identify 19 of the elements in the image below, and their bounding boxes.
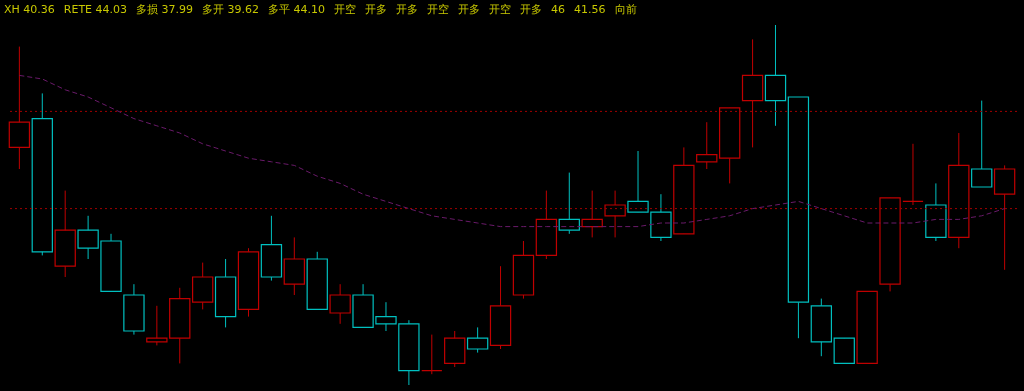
text: 41.56 [574, 3, 606, 16]
text: 向前 [614, 3, 637, 16]
text: 开多 [396, 3, 419, 16]
text: 46 [551, 3, 566, 16]
candlestick [421, 334, 443, 375]
text: 开多 [458, 3, 481, 16]
text: 多平 44.10 [268, 3, 326, 16]
candlestick [902, 143, 924, 206]
text: 开多 [365, 3, 388, 16]
text: 开空 [489, 3, 512, 16]
text: 多损 37.99 [136, 3, 194, 16]
text: 开空 [334, 3, 357, 16]
text: 开空 [427, 3, 450, 16]
candlestick [466, 326, 489, 354]
candlestick [696, 121, 718, 170]
text: 开多 [520, 3, 543, 16]
text: RETE 44.03 [63, 3, 128, 16]
text: 多开 39.62 [202, 3, 260, 16]
text: XH 40.36 [4, 3, 55, 16]
